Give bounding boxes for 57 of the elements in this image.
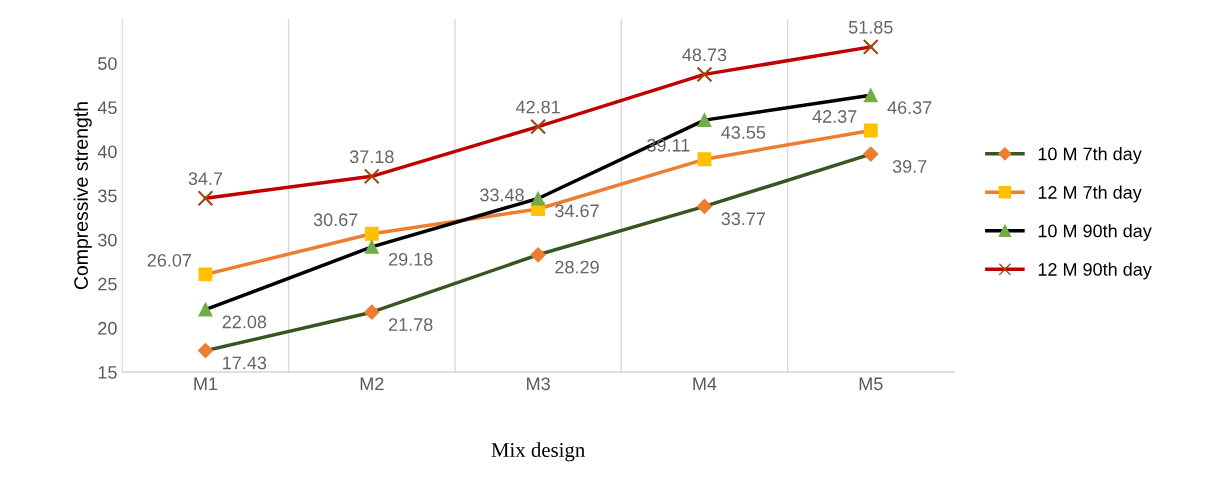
x-axis-title: Mix design [491,442,585,462]
data-label: 48.73 [682,48,727,62]
point [197,343,214,359]
point [198,267,213,282]
x-tick-label: M3 [527,377,550,391]
data-label: 46.37 [887,101,932,114]
data-label: 29.18 [389,252,433,266]
data-label: 17.43 [223,356,267,370]
y-tick-label: 40 [97,145,117,159]
data-label: 42.37 [812,110,857,123]
data-label: 28.29 [555,260,599,274]
point [364,304,380,320]
point [530,247,546,263]
data-label: 51.85 [848,20,893,34]
y-tick-label: 50 [98,57,117,70]
legend-label: 10 M 90th day [1038,224,1152,241]
data-label: 37.18 [349,150,394,164]
x-tick-label: M1 [194,377,218,391]
point [531,191,546,206]
legend-label: 12 M 7th day [1038,185,1142,203]
data-label: 26.07 [147,253,192,267]
x-tick-label: M2 [360,377,384,391]
point [364,226,379,241]
point [863,88,878,103]
x-tick-label: M4 [693,377,717,391]
data-label: 21.78 [389,318,433,331]
point [197,190,214,207]
point [697,152,712,167]
y-tick-label: 15 [98,366,117,379]
point [862,38,879,55]
point [696,198,713,214]
data-label: 30.67 [313,213,358,227]
y-tick-label: 35 [98,189,117,203]
data-label: 34.67 [555,204,599,218]
point [697,113,712,128]
point [863,146,879,162]
legend-label: 12 M 90th day [1038,262,1152,280]
y-axis-title: Compressive strength [73,102,92,290]
point [198,302,213,317]
point [696,66,713,83]
y-tick-label: 30 [98,233,117,247]
y-tick-label: 45 [97,101,117,115]
x-tick-label: M5 [859,377,883,391]
data-label: 22.08 [222,315,267,329]
point [863,123,878,138]
data-label: 39.7 [892,160,927,173]
point [363,168,380,185]
data-label: 33.77 [721,212,766,226]
data-label: 43.55 [721,126,766,139]
point [530,118,547,135]
data-label: 33.48 [480,188,524,202]
y-tick-label: 20 [98,321,117,335]
legend-label: 10 M 7th day [1038,147,1142,164]
data-label: 34.7 [188,172,223,186]
point [364,239,379,254]
data-label: 42.81 [515,100,560,114]
y-tick-label: 25 [98,277,117,291]
